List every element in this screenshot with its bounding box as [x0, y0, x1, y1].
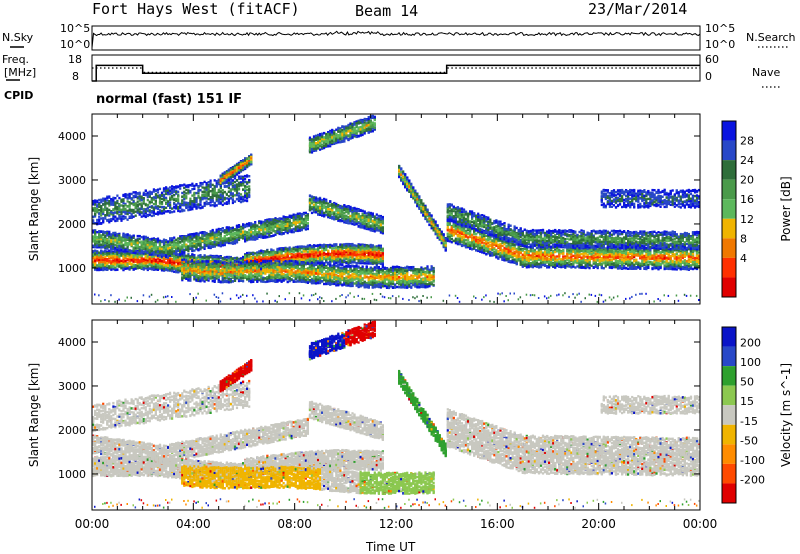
colorbar-tick-label: -200 — [740, 473, 765, 486]
colorbar-segment — [722, 347, 736, 367]
colorbar-tick-label: -50 — [740, 434, 758, 447]
nsky-panel-frame — [92, 26, 700, 50]
y-tick-label: 4000 — [58, 130, 86, 143]
colorbar-tick-label: 15 — [740, 395, 754, 408]
colorbar-label: Power [dB] — [779, 176, 793, 241]
colorbar-segment — [722, 425, 736, 445]
colorbar-tick-label: 50 — [740, 376, 754, 389]
colorbar-segment — [722, 327, 736, 347]
y-axis-label: Slant Range [km] — [27, 363, 41, 467]
power-heatmap — [92, 114, 700, 304]
colorbar-tick-label: 8 — [740, 232, 747, 245]
x-axis-label: Time UT — [366, 540, 415, 554]
y-tick-label: 2000 — [58, 424, 86, 437]
colorbar-segment — [722, 258, 736, 278]
colorbar-tick-label: -15 — [740, 415, 758, 428]
colorbar-tick-label: 12 — [740, 213, 754, 226]
y-tick-label: 1000 — [58, 468, 86, 481]
colorbar-segment — [722, 141, 736, 161]
colorbar-segment — [722, 160, 736, 180]
colorbar-segment — [722, 464, 736, 484]
y-tick-label: 3000 — [58, 174, 86, 187]
y-tick-label: 3000 — [58, 380, 86, 393]
x-tick-label: 20:00 — [581, 517, 616, 531]
colorbar-tick-label: 20 — [740, 174, 754, 187]
y-tick-label: 2000 — [58, 218, 86, 231]
colorbar-tick-label: -100 — [740, 454, 765, 467]
colorbar-tick-label: 24 — [740, 154, 754, 167]
nave-line — [92, 68, 700, 72]
x-tick-label: 12:00 — [379, 517, 414, 531]
radar-summary-plot: 1000 2000 3000 4000 Slant Range [km] 28 24 20 16… — [0, 0, 800, 554]
colorbar-segment — [722, 199, 736, 219]
colorbar-segment — [722, 444, 736, 464]
colorbar-tick-label: 4 — [740, 252, 747, 265]
x-tick-label: 00:00 — [75, 517, 110, 531]
colorbar-segment — [722, 405, 736, 425]
velocity-heatmap — [92, 320, 700, 510]
colorbar-segment — [722, 277, 736, 297]
y-axis-label: Slant Range [km] — [27, 157, 41, 261]
colorbar-tick-label: 100 — [740, 356, 761, 369]
x-tick-label: 04:00 — [176, 517, 211, 531]
colorbar-segment — [722, 180, 736, 200]
colorbar-segment — [722, 483, 736, 503]
colorbar-tick-label: 28 — [740, 135, 754, 148]
x-tick-label: 16:00 — [480, 517, 515, 531]
colorbar-segment — [722, 366, 736, 386]
y-tick-label: 1000 — [58, 262, 86, 275]
colorbar-label: Velocity [m s^-1] — [779, 363, 793, 467]
colorbar-segment — [722, 121, 736, 141]
x-tick-label: 08:00 — [277, 517, 312, 531]
nsky-trace — [92, 31, 700, 48]
colorbar-tick-label: 200 — [740, 337, 761, 350]
x-tick-label: 00:00 — [683, 517, 718, 531]
colorbar-segment — [722, 238, 736, 258]
colorbar-segment — [722, 219, 736, 239]
y-tick-label: 4000 — [58, 336, 86, 349]
colorbar-tick-label: 16 — [740, 193, 754, 206]
colorbar-segment — [722, 386, 736, 406]
